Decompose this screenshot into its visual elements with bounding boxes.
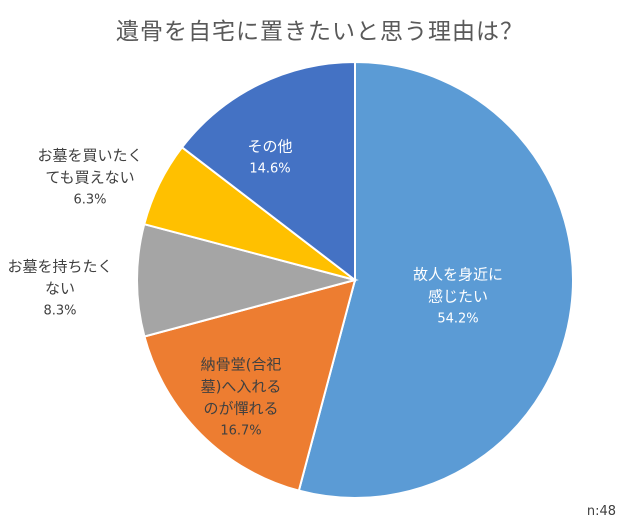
slice-category-label: 墓)へ入れる bbox=[201, 378, 282, 396]
slice-category-label: ない bbox=[45, 280, 75, 298]
pie-slice bbox=[143, 278, 357, 492]
pie-slice bbox=[297, 60, 574, 499]
slice-category-label: のが憚れる bbox=[203, 400, 278, 418]
slice-category-label: お墓を買いたく bbox=[37, 147, 142, 165]
slice-category-label: その他 bbox=[247, 138, 292, 156]
slice-category-label: お墓を持ちたく bbox=[7, 258, 112, 276]
slice-label: その他 14.6% bbox=[247, 138, 292, 177]
slice-percent-label: 54.2% bbox=[437, 312, 478, 327]
slice-category-label: 納骨堂(合祀 bbox=[201, 356, 282, 374]
slice-percent-label: 8.3% bbox=[43, 304, 76, 319]
slice-percent-label: 14.6% bbox=[249, 162, 290, 177]
sample-size-note: n:48 bbox=[586, 504, 616, 519]
slice-category-label: ても買えない bbox=[45, 169, 134, 187]
slice-percent-label: 16.7% bbox=[220, 424, 261, 439]
pie-slice bbox=[180, 60, 356, 283]
slice-percent-label: 6.3% bbox=[73, 193, 106, 208]
slice-category-label: 感じたい bbox=[428, 288, 488, 306]
slice-category-label: 故人を身近に bbox=[413, 266, 503, 284]
chart-title: 遺骨を自宅に置きたいと思う理由は？ bbox=[116, 19, 524, 45]
pie-slice bbox=[135, 222, 359, 338]
